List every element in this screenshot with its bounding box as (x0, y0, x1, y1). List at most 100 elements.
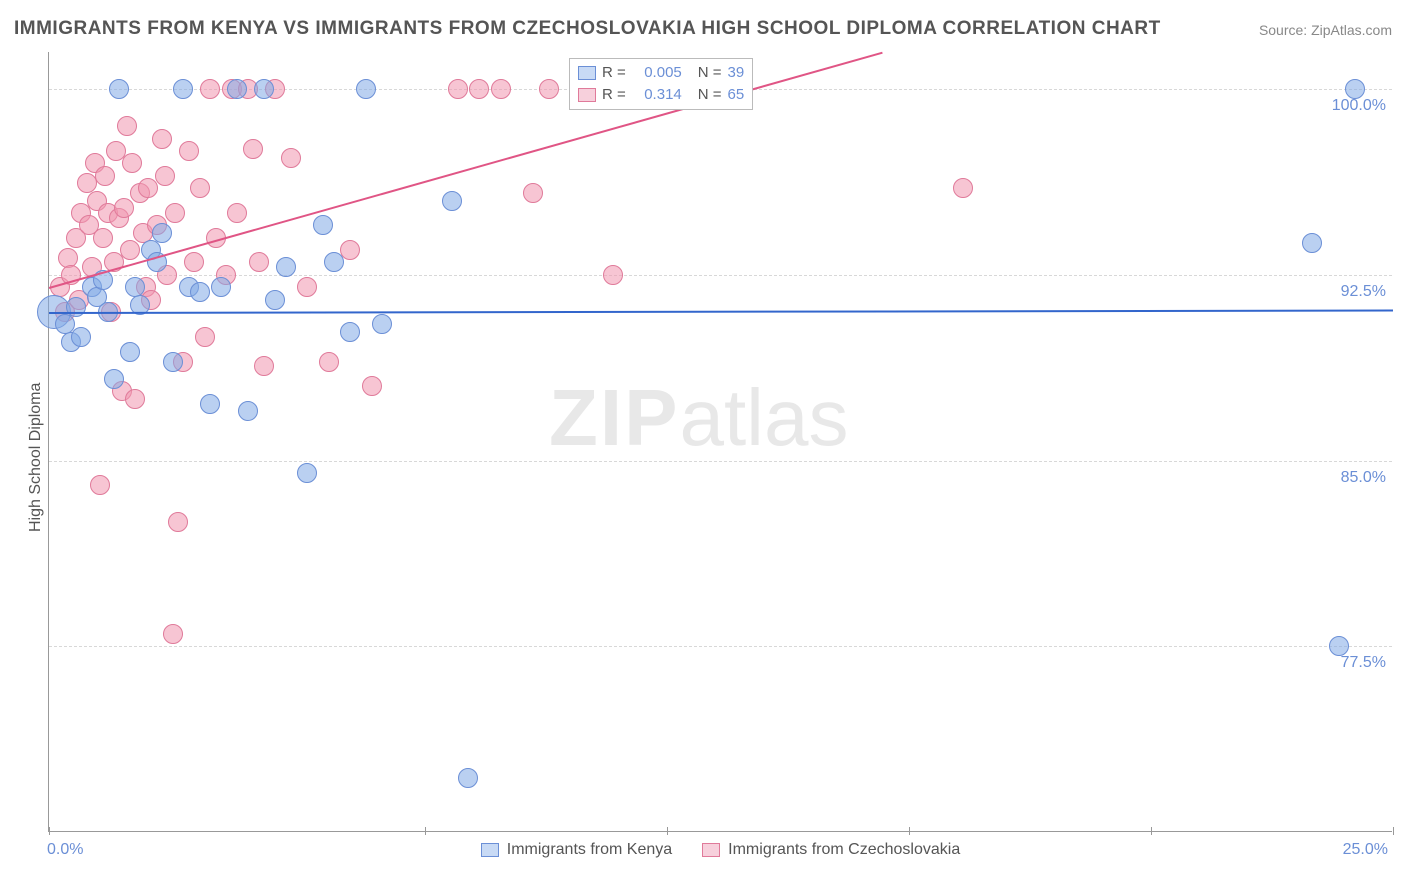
y-tick-label: 100.0% (1316, 97, 1386, 115)
data-point (125, 389, 145, 409)
legend-n-label: N = (698, 85, 722, 105)
x-tick (1393, 827, 1394, 835)
legend-swatch (702, 843, 720, 857)
gridline (49, 275, 1392, 276)
x-tick-label: 25.0% (1343, 841, 1388, 859)
data-point (227, 203, 247, 223)
data-point (200, 394, 220, 414)
y-tick-label: 77.5% (1316, 654, 1386, 672)
series-legend: Immigrants from Kenya Immigrants from Cze… (49, 841, 1392, 859)
y-tick-label: 92.5% (1316, 283, 1386, 301)
legend-r-label: R = (602, 63, 626, 83)
legend-label: Immigrants from Czechoslovakia (728, 841, 960, 859)
data-point (254, 356, 274, 376)
x-tick (1151, 827, 1152, 835)
data-point (442, 191, 462, 211)
data-point (163, 352, 183, 372)
y-tick-label: 85.0% (1316, 469, 1386, 487)
x-tick (49, 827, 50, 835)
data-point (1302, 233, 1322, 253)
data-point (238, 401, 258, 421)
x-tick (909, 827, 910, 835)
data-point (71, 327, 91, 347)
data-point (211, 277, 231, 297)
data-point (165, 203, 185, 223)
legend-n-label: N = (698, 63, 722, 83)
data-point (104, 369, 124, 389)
data-point (603, 265, 623, 285)
legend-r-label: R = (602, 85, 626, 105)
data-point (109, 79, 129, 99)
x-tick-label: 0.0% (47, 841, 83, 859)
data-point (265, 290, 285, 310)
data-point (163, 624, 183, 644)
data-point (190, 178, 210, 198)
data-point (152, 223, 172, 243)
watermark: ZIPatlas (549, 372, 848, 464)
data-point (120, 342, 140, 362)
data-point (117, 116, 137, 136)
legend-row: R = 0.314 N = 65 (578, 85, 744, 105)
data-point (953, 178, 973, 198)
data-point (249, 252, 269, 272)
data-point (297, 463, 317, 483)
data-point (356, 79, 376, 99)
legend-swatch (481, 843, 499, 857)
data-point (93, 228, 113, 248)
data-point (1345, 79, 1365, 99)
legend-n-value: 65 (728, 85, 745, 105)
data-point (491, 79, 511, 99)
data-point (340, 322, 360, 342)
data-point (281, 148, 301, 168)
data-point (362, 376, 382, 396)
data-point (324, 252, 344, 272)
legend-r-value: 0.314 (632, 85, 682, 105)
data-point (523, 183, 543, 203)
data-point (90, 475, 110, 495)
gridline (49, 646, 1392, 647)
x-tick (667, 827, 668, 835)
data-point (340, 240, 360, 260)
legend-label: Immigrants from Kenya (507, 841, 672, 859)
legend-item: Immigrants from Czechoslovakia (702, 841, 960, 859)
data-point (200, 79, 220, 99)
legend-n-value: 39 (728, 63, 745, 83)
data-point (195, 327, 215, 347)
data-point (155, 166, 175, 186)
data-point (276, 257, 296, 277)
data-point (122, 153, 142, 173)
data-point (243, 139, 263, 159)
data-point (152, 129, 172, 149)
data-point (448, 79, 468, 99)
x-tick (425, 827, 426, 835)
legend-item: Immigrants from Kenya (481, 841, 672, 859)
data-point (179, 141, 199, 161)
data-point (372, 314, 392, 334)
source-attribution: Source: ZipAtlas.com (1259, 22, 1392, 38)
correlation-legend: R = 0.005 N = 39 R = 0.314 N = 65 (569, 58, 753, 110)
legend-r-value: 0.005 (632, 63, 682, 83)
data-point (184, 252, 204, 272)
data-point (539, 79, 559, 99)
data-point (297, 277, 317, 297)
data-point (120, 240, 140, 260)
data-point (1329, 636, 1349, 656)
data-point (114, 198, 134, 218)
data-point (190, 282, 210, 302)
data-point (313, 215, 333, 235)
data-point (254, 79, 274, 99)
data-point (173, 79, 193, 99)
chart-title: IMMIGRANTS FROM KENYA VS IMMIGRANTS FROM… (14, 18, 1161, 40)
data-point (458, 768, 478, 788)
data-point (469, 79, 489, 99)
chart-plot-area: ZIPatlas High School Diploma R =0.005N =… (48, 52, 1392, 832)
data-point (319, 352, 339, 372)
y-axis-label: High School Diploma (27, 383, 45, 532)
data-point (66, 297, 86, 317)
legend-row: R = 0.005 N = 39 (578, 63, 744, 83)
data-point (227, 79, 247, 99)
gridline (49, 461, 1392, 462)
data-point (95, 166, 115, 186)
trend-line (49, 310, 1393, 314)
data-point (168, 512, 188, 532)
